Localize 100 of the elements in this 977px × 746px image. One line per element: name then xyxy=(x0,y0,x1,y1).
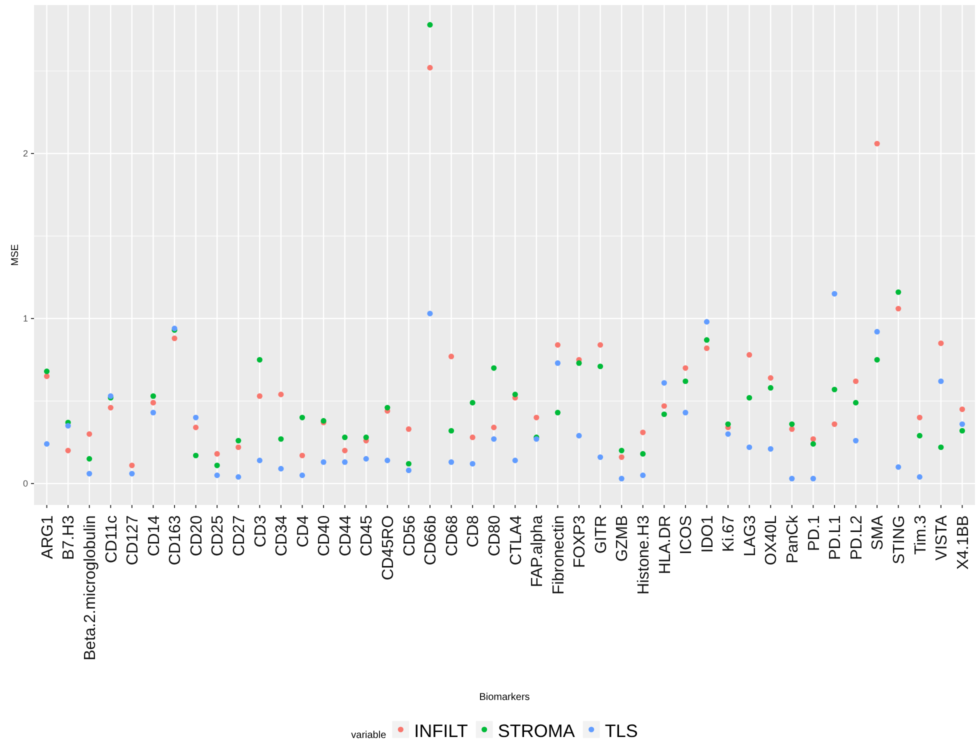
point xyxy=(640,430,646,436)
point xyxy=(44,441,50,447)
point xyxy=(789,421,795,427)
point xyxy=(640,451,646,457)
x-tick-label: GZMB xyxy=(614,515,632,562)
x-tick-label: CD40 xyxy=(316,515,334,556)
point xyxy=(916,432,922,438)
point xyxy=(725,431,731,437)
point xyxy=(214,462,220,468)
point xyxy=(491,365,497,371)
point xyxy=(193,414,199,420)
x-tick-label: B7.H3 xyxy=(60,515,78,560)
x-tick-label: X4.1BB xyxy=(954,515,972,570)
x-tick-label: Ki.67 xyxy=(720,515,738,552)
point xyxy=(470,400,476,406)
x-tick-label: CD3 xyxy=(252,515,270,548)
point xyxy=(150,410,156,416)
point xyxy=(896,464,902,470)
x-tick-label: VISTA xyxy=(934,515,951,560)
x-tick-label: CD14 xyxy=(146,515,163,556)
point xyxy=(896,289,902,295)
point xyxy=(86,431,92,437)
point xyxy=(576,360,582,366)
x-tick-label: CTLA4 xyxy=(508,515,525,566)
y-tick-label: 1 xyxy=(22,313,28,324)
point xyxy=(916,474,922,480)
point xyxy=(704,337,710,343)
point xyxy=(236,438,242,444)
x-tick-label: SMA xyxy=(870,515,887,550)
point xyxy=(65,422,71,429)
point xyxy=(108,404,114,410)
point xyxy=(959,406,966,412)
point xyxy=(172,336,178,342)
x-tick-label: CD127 xyxy=(124,515,142,566)
point xyxy=(725,421,731,427)
point xyxy=(618,448,624,454)
x-tick-label: PD.L1 xyxy=(827,515,844,560)
point xyxy=(661,380,667,386)
point xyxy=(832,421,838,427)
point xyxy=(768,375,774,381)
x-tick-label: OX40L xyxy=(763,515,780,566)
point xyxy=(789,476,795,482)
x-tick-label: Fibronectin xyxy=(550,515,568,595)
point xyxy=(704,319,710,325)
point xyxy=(852,400,859,406)
point xyxy=(554,342,561,348)
point xyxy=(491,424,497,430)
point xyxy=(150,400,156,406)
point xyxy=(256,458,262,464)
point xyxy=(363,456,369,462)
x-tick-label: STING xyxy=(890,515,908,564)
point xyxy=(746,352,752,358)
point xyxy=(384,458,390,464)
x-tick-label: IDO1 xyxy=(699,515,716,553)
point xyxy=(959,428,966,434)
point xyxy=(256,393,262,399)
point xyxy=(512,458,518,464)
x-tick-label: CD34 xyxy=(274,515,291,556)
point xyxy=(576,432,582,438)
point xyxy=(852,378,859,384)
point xyxy=(44,368,50,374)
point xyxy=(746,394,752,401)
point xyxy=(129,462,135,468)
x-tick-label: FAP.alpha xyxy=(529,515,546,588)
point xyxy=(896,306,902,312)
point xyxy=(640,472,646,478)
x-tick-label: CD11c xyxy=(103,515,120,564)
point xyxy=(598,342,604,348)
point xyxy=(448,354,454,360)
x-tick-label: FOXP3 xyxy=(572,515,589,568)
x-tick-label: CD27 xyxy=(230,515,248,556)
point xyxy=(299,452,306,458)
point xyxy=(554,410,561,416)
point xyxy=(214,451,220,457)
point xyxy=(256,356,262,363)
x-tick-label: CD8 xyxy=(465,515,482,548)
x-tick-label: Beta.2.microglobulin xyxy=(82,515,99,660)
point xyxy=(129,470,135,476)
point xyxy=(448,459,454,465)
point xyxy=(959,421,966,427)
point xyxy=(938,444,944,450)
point xyxy=(810,476,816,482)
point xyxy=(299,472,306,478)
point xyxy=(278,466,284,472)
point xyxy=(193,424,199,430)
x-axis-title: Biomarkers xyxy=(479,692,530,703)
point xyxy=(278,436,284,442)
point xyxy=(491,436,497,442)
point xyxy=(236,474,242,480)
point xyxy=(704,345,710,352)
point xyxy=(661,403,667,409)
point xyxy=(86,456,92,462)
point xyxy=(874,328,880,335)
point xyxy=(682,410,688,416)
x-tick-label: CD25 xyxy=(210,515,227,556)
x-tick-label: CD163 xyxy=(167,515,184,566)
point xyxy=(598,364,604,370)
x-tick-label: CD56 xyxy=(401,515,418,556)
point xyxy=(554,360,561,366)
point xyxy=(150,393,156,399)
